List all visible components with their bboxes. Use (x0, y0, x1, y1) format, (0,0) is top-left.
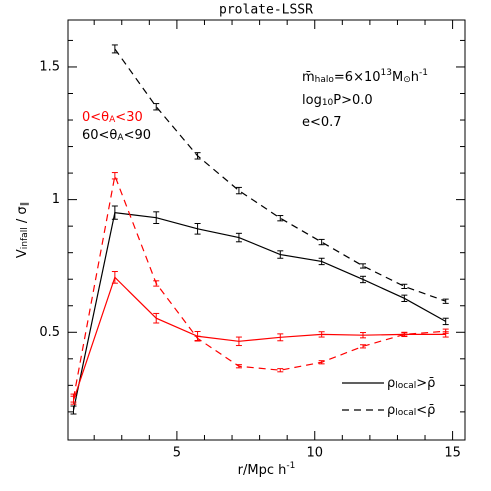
error-bar (318, 331, 325, 338)
x-tick-label: 15 (444, 446, 461, 461)
plot-frame (67, 19, 466, 441)
text-part: <90 (124, 128, 151, 143)
annotation: 0<θA<30 (82, 110, 143, 126)
error-bar (442, 298, 449, 304)
y-axis-label: Vinfall / σ∥ (15, 202, 31, 258)
error-bar (70, 405, 77, 415)
text-part: h (411, 70, 419, 85)
error-bar (235, 364, 242, 369)
text-part: >ρ̄ (416, 376, 435, 391)
text-part: P>0.0 (333, 93, 372, 108)
chart-title: prolate-LSSR (219, 3, 313, 18)
error-bar (277, 368, 284, 373)
error-bar (194, 222, 201, 235)
error-bar (401, 283, 408, 290)
legend-label: ρlocal<ρ̄ (387, 403, 435, 419)
error-bar (235, 336, 242, 347)
annotation: log10P>0.0 (302, 93, 373, 109)
text-part: / σ (15, 206, 30, 227)
error-bar (442, 328, 449, 334)
x-axis-label: r/Mpc h-1 (238, 461, 296, 477)
error-bar (359, 263, 366, 269)
error-bar (442, 317, 449, 326)
error-bar (359, 275, 366, 284)
text-part: -1 (286, 461, 295, 471)
text-part: <ρ̄ (416, 403, 435, 418)
text-part: log (302, 93, 322, 108)
error-bar (111, 205, 118, 220)
error-bar (153, 103, 160, 111)
text-part: -1 (419, 68, 428, 78)
text-part: <30 (115, 110, 142, 125)
series-line (72, 276, 446, 401)
error-bar (111, 44, 118, 54)
error-bar (194, 335, 201, 342)
text-part: m̄ (302, 70, 315, 85)
text-part: A (117, 133, 124, 143)
y-tick-label: 1 (52, 192, 60, 207)
y-tick-label: 1.5 (39, 59, 60, 74)
error-bar (401, 332, 408, 337)
text-part: e<0.7 (302, 115, 342, 130)
error-bar (277, 333, 284, 342)
error-bar (111, 271, 118, 284)
text-part: infall (20, 227, 30, 249)
text-part: 13 (381, 68, 392, 78)
annotation: 60<θA<90 (82, 128, 151, 144)
text-part: ρ (387, 376, 395, 391)
text-part: V (15, 249, 30, 258)
error-bar (359, 332, 366, 339)
error-bar (235, 186, 242, 195)
legend-label: ρlocal>ρ̄ (387, 376, 435, 392)
error-bar (235, 232, 242, 243)
error-bar (153, 312, 160, 324)
text-part: ∥ (20, 202, 30, 207)
text-part: M (392, 70, 403, 85)
error-bar (277, 250, 284, 259)
error-bar (194, 152, 201, 160)
text-part: ⊙ (403, 75, 411, 85)
error-bar (111, 172, 118, 180)
x-tick-label: 10 (306, 446, 323, 461)
error-bar (359, 344, 366, 349)
error-bar (318, 238, 325, 246)
annotation: m̄halo=6×1013M⊙h-1 (302, 68, 428, 85)
error-bar (153, 211, 160, 224)
series-line (114, 48, 446, 302)
error-bar (318, 360, 325, 365)
text-part: A (109, 115, 116, 125)
series-line (72, 211, 446, 411)
error-bar (153, 280, 160, 287)
text-part: =6×10 (334, 70, 381, 85)
error-bar (401, 294, 408, 303)
text-part: 10 (322, 98, 334, 108)
text-part: local (395, 381, 416, 391)
y-tick-label: 0.5 (39, 325, 60, 340)
error-bar (277, 215, 284, 222)
text-part: r/Mpc h (238, 463, 287, 478)
text-part: 60<θ (82, 128, 117, 143)
text-part: ρ (387, 403, 395, 418)
series-line (72, 173, 446, 399)
error-bar (318, 257, 325, 266)
annotation: e<0.7 (302, 115, 342, 130)
error-bar (70, 393, 77, 403)
text-part: halo (315, 75, 335, 85)
text-part: local (395, 408, 416, 418)
text-part: 0<θ (82, 110, 109, 125)
x-tick-label: 5 (173, 446, 181, 461)
